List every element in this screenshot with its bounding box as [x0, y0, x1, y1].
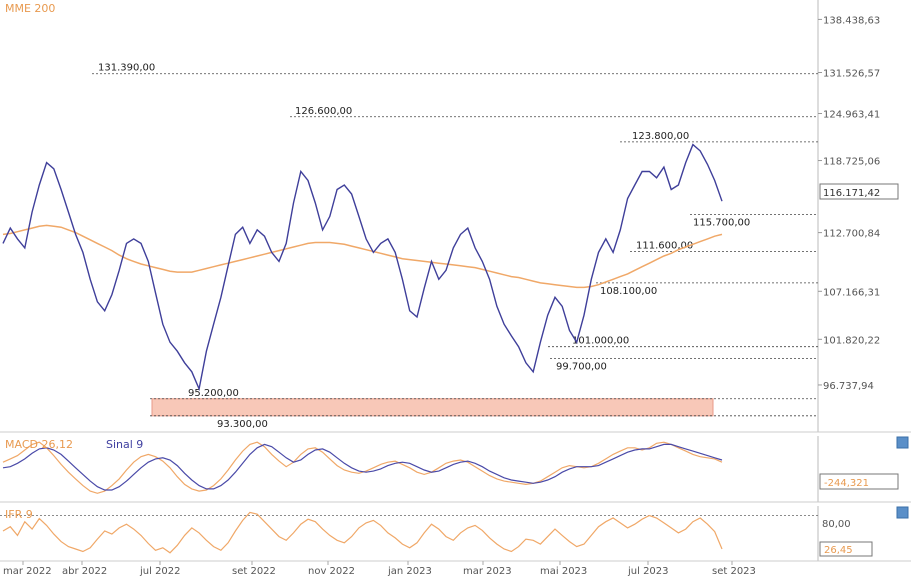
ifr-panel-button[interactable]	[896, 506, 909, 519]
y-tick-label: 101.820,22	[823, 335, 880, 346]
price-level-label: 95.200,00	[188, 388, 239, 399]
x-tick-label: jul 2022	[139, 566, 181, 577]
y-tick-label: 118.725,06	[823, 157, 880, 168]
x-tick-label: set 2022	[232, 566, 276, 577]
price-level-label: 108.100,00	[600, 286, 657, 297]
price-level-label: 101.000,00	[572, 336, 629, 347]
series-signal	[2, 443, 723, 491]
last-value-box	[819, 183, 899, 200]
x-tick-label: jan 2023	[387, 566, 432, 577]
macd-panel: MACD 26,12 Sinal 9 -244,321	[2, 436, 909, 494]
price-panel: 131.390,00 126.600,00 123.800,00 115.700,00…	[2, 2, 899, 430]
series-mme-200	[2, 224, 723, 289]
y-axis-ticks: 138.438,63 131.526,57 124.963,41 118.725,06…	[818, 15, 880, 392]
x-tick-label: mai 2023	[540, 566, 587, 577]
price-levels: 131.390,00 126.600,00 123.800,00 115.700,00…	[92, 63, 818, 430]
price-level-label: 93.300,00	[217, 419, 268, 430]
series-price	[2, 143, 723, 392]
y-tick-label: 131.526,57	[823, 69, 880, 80]
x-tick-label: jul 2023	[627, 566, 669, 577]
price-level-label: 111.600,00	[636, 240, 693, 251]
macd-value-label: -244,321	[824, 478, 869, 489]
support-band	[151, 398, 714, 417]
price-level-label: 115.700,00	[693, 218, 750, 229]
y-tick-label: 124.963,41	[823, 109, 880, 120]
ifr-tick-label: 80,00	[822, 519, 851, 530]
x-tick-label: mar 2023	[463, 566, 512, 577]
y-tick-label: 96.737,94	[823, 381, 874, 392]
x-axis-ticks: mar 2022 abr 2022 jul 2022 set 2022 nov 2022…	[3, 561, 756, 577]
ifr-value-box	[819, 541, 873, 557]
y-tick-label: 112.700,84	[823, 229, 880, 240]
legend-signal: Sinal 9	[106, 438, 143, 451]
price-level-label: 123.800,00	[632, 131, 689, 142]
y-tick-label: 107.166,31	[823, 287, 880, 298]
ifr-panel: IFR 9 80,00 26,45	[0, 506, 909, 557]
panel-frames	[0, 0, 911, 562]
x-tick-label: abr 2022	[62, 566, 107, 577]
legend-mme-200: MME 200	[5, 2, 55, 15]
macd-panel-button[interactable]	[896, 436, 909, 449]
macd-value-box	[819, 473, 899, 490]
ifr-value-label: 26,45	[824, 545, 853, 556]
x-tick-label: mar 2022	[3, 566, 52, 577]
price-level-label: 126.600,00	[295, 106, 352, 117]
legend-macd: MACD 26,12	[5, 438, 73, 451]
legend-ifr: IFR 9	[5, 508, 33, 521]
series-ifr	[2, 511, 723, 554]
last-value-label: 116.171,42	[823, 188, 880, 199]
price-level-label: 131.390,00	[98, 63, 155, 74]
price-level-label: 99.700,00	[556, 361, 607, 372]
x-tick-label: nov 2022	[308, 566, 355, 577]
x-tick-label: set 2023	[712, 566, 756, 577]
y-tick-label: 138.438,63	[823, 15, 880, 26]
